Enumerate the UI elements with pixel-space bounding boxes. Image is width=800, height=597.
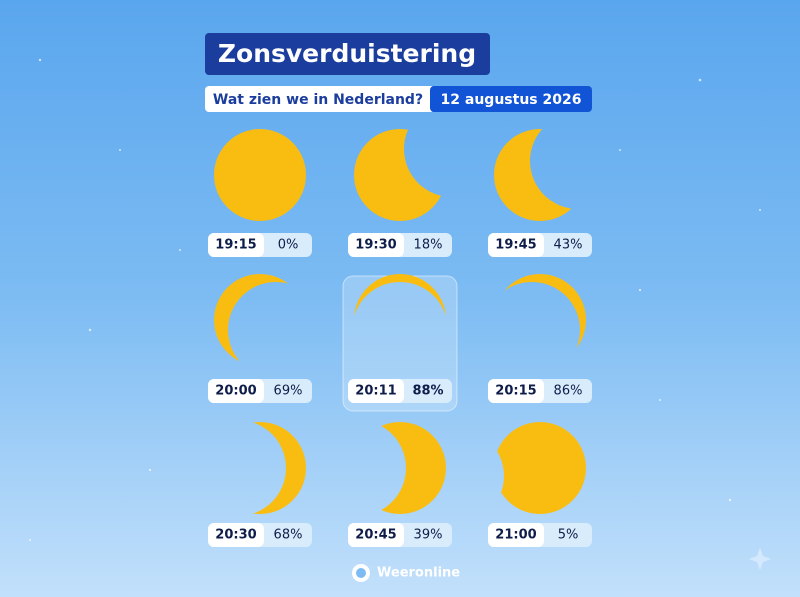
coverage: 69%	[274, 384, 303, 399]
title: Zonsverduistering	[218, 39, 476, 68]
time-pill	[348, 233, 404, 257]
time: 20:45	[355, 528, 396, 543]
time-pill	[208, 379, 264, 403]
time-pill	[208, 233, 264, 257]
stars	[29, 58, 761, 541]
sun	[214, 274, 306, 366]
coverage: 5%	[558, 528, 579, 543]
time-pill	[488, 523, 544, 547]
date: 12 augustus 2026	[441, 92, 582, 108]
time-pill	[488, 379, 544, 403]
time: 19:45	[495, 238, 536, 253]
logo-icon-inner	[356, 568, 366, 578]
time: 20:15	[495, 384, 536, 399]
sun	[214, 422, 306, 514]
time: 19:15	[215, 238, 256, 253]
coverage: 86%	[554, 384, 583, 399]
panels: 19:15 0% 19:30 18% 19:45 43% 20:00 69% 20:11 88% 2…	[208, 129, 592, 547]
coverage: 88%	[412, 384, 443, 399]
coverage: 18%	[414, 238, 443, 253]
subtitle-box	[205, 86, 435, 112]
subtitle: Wat zien we in Nederland?	[213, 92, 423, 108]
time: 20:30	[215, 528, 256, 543]
title-box	[205, 33, 490, 75]
coverage: 0%	[278, 238, 299, 253]
date-box	[430, 86, 592, 112]
time-pill	[488, 233, 544, 257]
sun	[354, 422, 446, 514]
time-pill	[348, 523, 404, 547]
time: 21:00	[495, 528, 536, 543]
sun	[354, 274, 446, 366]
sun	[494, 274, 586, 366]
sun	[494, 129, 586, 221]
coverage: 43%	[554, 238, 583, 253]
sun	[354, 129, 446, 221]
time-pill	[208, 523, 264, 547]
logo: Weeronline	[377, 566, 460, 581]
time-pill	[348, 379, 404, 403]
sun	[494, 422, 586, 514]
sun	[214, 129, 306, 221]
coverage: 68%	[274, 528, 303, 543]
time: 19:30	[355, 238, 396, 253]
sparkle	[749, 548, 771, 570]
coverage: 39%	[414, 528, 443, 543]
time: 20:11	[355, 384, 396, 399]
time: 20:00	[215, 384, 256, 399]
